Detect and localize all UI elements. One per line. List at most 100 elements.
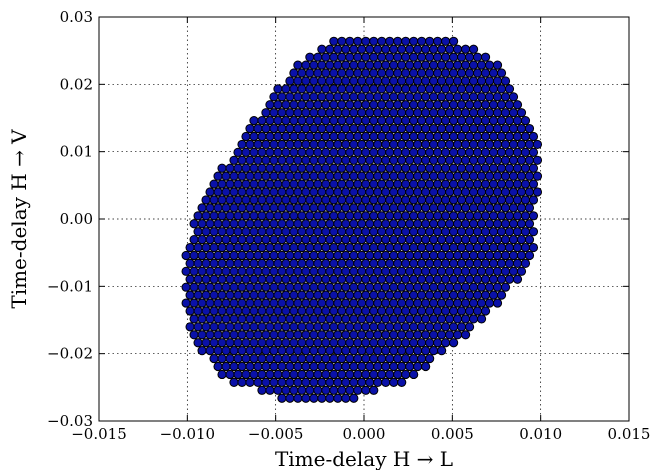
scatter-point [341, 219, 351, 229]
scatter-point [313, 163, 323, 173]
scatter-point [401, 274, 411, 284]
scatter-point [421, 76, 431, 86]
scatter-point [197, 219, 207, 229]
scatter-point [205, 282, 215, 292]
scatter-point [385, 147, 395, 157]
scatter-point [425, 100, 435, 110]
scatter-point [273, 258, 283, 268]
scatter-point [353, 369, 363, 380]
scatter-point [245, 171, 255, 181]
scatter-point [289, 211, 299, 221]
scatter-point [500, 155, 511, 165]
scatter-point [325, 44, 335, 54]
scatter-point [361, 147, 371, 157]
scatter-point [373, 123, 383, 134]
scatter-point [405, 330, 415, 340]
scatter-point [484, 92, 495, 102]
scatter-point [217, 338, 227, 348]
scatter-point [449, 211, 459, 221]
scatter-point [337, 338, 347, 348]
scatter-point [185, 274, 195, 284]
scatter-point [349, 219, 359, 229]
scatter-point [305, 68, 315, 78]
scatter-point [449, 242, 459, 253]
scatter-point [365, 219, 375, 229]
scatter-point [341, 361, 351, 372]
scatter-point [445, 139, 455, 150]
scatter-point [453, 108, 463, 118]
scatter-point [317, 123, 327, 134]
scatter-point [241, 195, 251, 205]
scatter-point [393, 242, 403, 253]
scatter-point [317, 76, 327, 86]
scatter-point [373, 76, 383, 86]
scatter-point [297, 338, 307, 348]
scatter-point [297, 227, 307, 237]
scatter-point [349, 361, 359, 372]
scatter-point [516, 219, 527, 229]
scatter-point [460, 187, 471, 197]
scatter-point [305, 131, 315, 142]
scatter-point [405, 171, 415, 181]
scatter-point [488, 258, 499, 268]
scatter-point [524, 171, 535, 181]
scatter-point [329, 242, 339, 253]
scatter-point [313, 116, 323, 126]
scatter-point [265, 258, 275, 268]
scatter-point [409, 163, 419, 173]
scatter-point [329, 84, 339, 94]
scatter-point [333, 393, 343, 403]
scatter-point [449, 100, 459, 110]
scatter-point [369, 306, 379, 316]
scatter-point [476, 203, 487, 213]
scatter-point [209, 322, 219, 332]
scatter-point [229, 298, 239, 308]
scatter-point [245, 139, 255, 150]
scatter-point [321, 163, 331, 173]
scatter-point [253, 171, 263, 181]
scatter-point [421, 171, 431, 181]
scatter-point [417, 116, 427, 126]
scatter-point [333, 330, 343, 340]
scatter-point [321, 131, 331, 142]
scatter-point [333, 92, 343, 102]
scatter-point [193, 338, 203, 348]
scatter-point [353, 290, 363, 300]
scatter-point [492, 76, 503, 86]
scatter-point [397, 346, 407, 356]
scatter-point [409, 369, 419, 380]
scatter-point [265, 211, 275, 221]
scatter-point [269, 346, 279, 356]
scatter-point [193, 227, 203, 237]
scatter-point [261, 298, 271, 308]
scatter-point [472, 211, 483, 221]
scatter-point [425, 211, 435, 221]
scatter-point [309, 250, 319, 261]
scatter-point [377, 84, 387, 94]
scatter-point [301, 139, 311, 150]
scatter-point [189, 330, 199, 340]
scatter-point [301, 187, 311, 197]
scatter-point [293, 250, 303, 261]
scatter-point [413, 60, 423, 70]
scatter-point [325, 123, 335, 134]
scatter-point [476, 92, 487, 102]
scatter-point [261, 203, 271, 213]
scatter-point [409, 131, 419, 142]
scatter-point [468, 187, 479, 197]
scatter-point [405, 361, 415, 372]
scatter-point [285, 139, 295, 150]
scatter-point [309, 139, 319, 150]
scatter-point [421, 155, 431, 165]
scatter-point [429, 155, 439, 165]
scatter-point [269, 123, 279, 134]
scatter-point [516, 250, 527, 261]
scatter-point [405, 92, 415, 102]
scatter-point [289, 369, 299, 380]
scatter-point [337, 369, 347, 380]
scatter-point [313, 131, 323, 142]
scatter-point [285, 76, 295, 86]
scatter-point [393, 258, 403, 268]
scatter-point [317, 330, 327, 340]
scatter-point [397, 250, 407, 261]
